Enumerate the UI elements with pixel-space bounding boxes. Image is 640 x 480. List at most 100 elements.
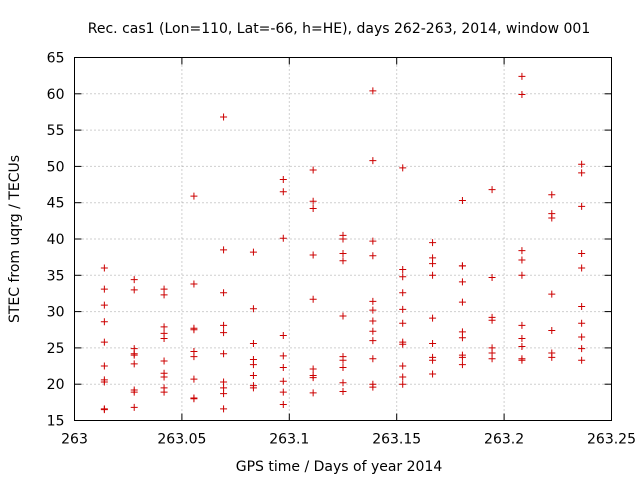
data-point xyxy=(399,273,407,281)
data-point xyxy=(160,291,168,299)
data-point xyxy=(518,356,526,364)
x-tick-label: 263.25 xyxy=(587,432,636,448)
data-point xyxy=(130,360,138,368)
data-point xyxy=(190,375,198,383)
data-point xyxy=(399,362,407,370)
data-point xyxy=(279,234,287,242)
data-point xyxy=(399,340,407,348)
data-point xyxy=(130,388,138,396)
data-point xyxy=(100,301,108,309)
data-point xyxy=(518,342,526,350)
data-point xyxy=(279,364,287,372)
data-point xyxy=(190,353,198,361)
data-point xyxy=(488,186,496,194)
data-point xyxy=(458,298,466,306)
data-point xyxy=(369,327,377,335)
data-point xyxy=(160,388,168,396)
data-point xyxy=(458,361,466,369)
chart-title: Rec. cas1 (Lon=110, Lat=-66, h=HE), days… xyxy=(88,21,590,37)
y-axis-label: STEC from uqrg / TECUs xyxy=(7,155,23,323)
data-point xyxy=(548,326,556,334)
data-point xyxy=(369,306,377,314)
data-point xyxy=(279,332,287,340)
data-point xyxy=(100,338,108,346)
data-point xyxy=(578,250,586,258)
data-point xyxy=(100,406,108,414)
data-point xyxy=(399,164,407,172)
x-tick-label: 263.05 xyxy=(157,432,206,448)
y-tick-label: 35 xyxy=(47,268,65,284)
data-point xyxy=(130,286,138,294)
data-point xyxy=(279,377,287,385)
data-point xyxy=(369,237,377,245)
y-tick-label: 55 xyxy=(47,123,65,139)
data-point xyxy=(488,273,496,281)
data-point xyxy=(100,318,108,326)
data-point xyxy=(220,405,228,413)
data-point xyxy=(518,321,526,329)
data-point xyxy=(339,250,347,258)
data-point xyxy=(548,214,556,222)
data-point xyxy=(518,256,526,264)
data-point xyxy=(488,355,496,363)
data-point xyxy=(458,278,466,286)
data-point xyxy=(518,271,526,279)
data-point xyxy=(279,175,287,183)
data-point xyxy=(130,403,138,411)
data-point xyxy=(578,160,586,168)
data-point xyxy=(190,326,198,334)
data-point xyxy=(309,374,317,382)
data-point xyxy=(399,380,407,388)
data-point xyxy=(160,357,168,365)
data-point xyxy=(369,252,377,260)
data-point xyxy=(429,271,437,279)
y-tick-label: 20 xyxy=(47,377,65,393)
data-point xyxy=(249,340,257,348)
x-tick-label: 263.1 xyxy=(269,432,309,448)
data-point xyxy=(220,289,228,297)
data-point xyxy=(249,361,257,369)
data-point xyxy=(458,262,466,270)
axis-ticks: 263 263.05 263.1 263.15 263.2 263.25 15 20 25 30 3… xyxy=(47,51,636,448)
data-point xyxy=(309,197,317,205)
x-tick-label: 263.2 xyxy=(484,432,524,448)
data-point xyxy=(578,319,586,327)
data-point xyxy=(369,297,377,305)
data-point xyxy=(578,345,586,353)
y-tick-label: 25 xyxy=(47,341,65,357)
x-tick-label: 263.15 xyxy=(372,432,421,448)
data-point xyxy=(220,321,228,329)
data-point xyxy=(458,197,466,205)
plot-frame xyxy=(74,57,612,421)
data-point xyxy=(429,260,437,268)
data-point xyxy=(429,239,437,247)
data-point xyxy=(339,235,347,243)
data-point xyxy=(130,276,138,284)
data-point xyxy=(309,205,317,213)
data-point xyxy=(249,371,257,379)
data-point xyxy=(578,303,586,311)
data-point xyxy=(369,87,377,95)
data-point xyxy=(548,191,556,199)
data-point xyxy=(399,319,407,327)
data-point xyxy=(458,353,466,361)
data-point xyxy=(518,72,526,80)
data-point xyxy=(369,337,377,345)
data-point xyxy=(100,378,108,386)
data-point xyxy=(399,289,407,297)
data-point xyxy=(249,384,257,392)
data-point xyxy=(249,248,257,256)
y-tick-label: 45 xyxy=(47,196,65,212)
data-point xyxy=(429,314,437,322)
data-point xyxy=(578,202,586,210)
data-point xyxy=(369,317,377,325)
data-point xyxy=(578,264,586,272)
data-point xyxy=(369,383,377,391)
y-tick-label: 65 xyxy=(47,51,65,67)
data-point xyxy=(220,390,228,398)
data-point xyxy=(279,188,287,196)
data-points xyxy=(100,72,586,414)
data-point xyxy=(160,323,168,331)
data-point xyxy=(220,113,228,121)
